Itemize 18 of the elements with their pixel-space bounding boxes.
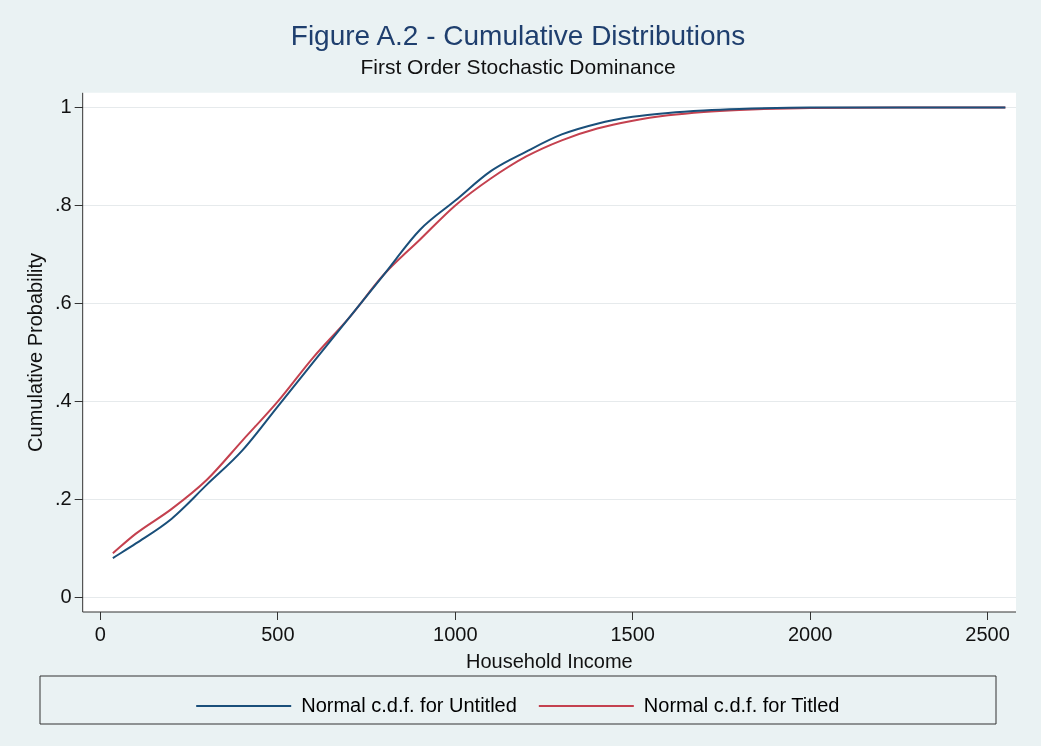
legend-label: Normal c.d.f. for Titled [643,693,840,716]
x-tick-label: 500 [261,622,295,645]
x-tick-label: 1000 [433,622,478,645]
chart-title: Figure A.2 - Cumulative Distributions [290,19,746,51]
y-tick-label: 1 [60,95,72,118]
y-tick-label: .2 [54,486,72,509]
x-axis-title: Household Income [465,649,633,672]
y-tick-label: .8 [54,192,72,215]
x-tick-label: 0 [94,622,106,645]
chart-subtitle: First Order Stochastic Dominance [360,55,676,78]
x-tick-label: 2500 [965,622,1010,645]
legend-label: Normal c.d.f. for Untitled [301,693,517,716]
y-axis-title: Cumulative Probability [23,252,46,452]
y-tick-label: 0 [60,584,72,607]
y-tick-label: .4 [54,388,72,411]
x-tick-label: 2000 [787,622,833,645]
y-tick-label: .6 [54,290,72,313]
x-tick-label: 1500 [610,622,655,645]
